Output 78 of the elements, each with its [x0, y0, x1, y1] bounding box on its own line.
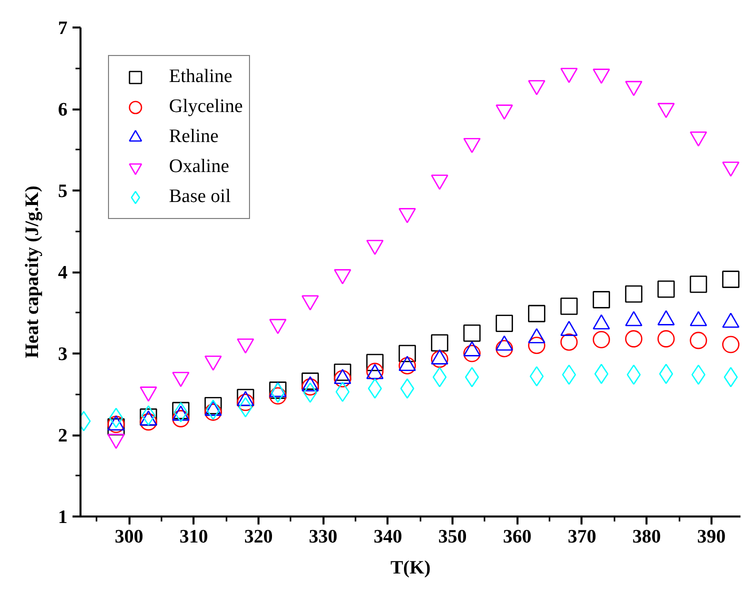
point: [463, 344, 481, 362]
y-tick-label: 7: [58, 18, 68, 39]
y-tick-label: 6: [58, 100, 68, 120]
point: [690, 131, 708, 147]
point: [722, 162, 740, 177]
point: [722, 336, 740, 354]
point: [657, 280, 675, 298]
point: [657, 330, 675, 348]
legend-label: Oxaline: [169, 155, 230, 179]
point: [625, 330, 642, 348]
point: [366, 240, 384, 255]
x-tick-label: 390: [697, 526, 726, 548]
x-tick-label: 320: [244, 526, 273, 548]
y-tick-label: 5: [58, 181, 68, 202]
legend-label: Glyceline: [169, 95, 243, 119]
x-axis-title: T(K): [390, 558, 431, 578]
legend-label: Ethaline: [169, 65, 232, 89]
y-tick-label: 4: [58, 262, 68, 284]
point: [204, 397, 222, 414]
x-tick-label: 370: [568, 526, 596, 548]
point: [528, 304, 546, 322]
point: [657, 102, 675, 118]
point: [592, 68, 610, 84]
point: [334, 370, 352, 388]
point: [691, 364, 706, 385]
x-tick-label: 360: [503, 526, 532, 548]
point: [528, 80, 546, 96]
legend-label: Reline: [169, 125, 219, 149]
point: [560, 333, 578, 351]
point: [236, 394, 254, 412]
legend-label: Base oil: [169, 185, 231, 209]
y-tick-label: 2: [58, 426, 68, 446]
point: [366, 354, 384, 372]
point: [398, 208, 416, 224]
x-tick-label: 300: [114, 526, 144, 548]
point: [592, 291, 610, 308]
point: [398, 344, 416, 362]
point: [430, 334, 448, 352]
point: [206, 400, 220, 420]
x-tick-label: 330: [308, 526, 338, 548]
point: [204, 404, 222, 421]
x-tick-label: 310: [179, 526, 208, 548]
point: [496, 314, 513, 332]
point: [172, 410, 190, 428]
point: [592, 331, 610, 348]
point: [302, 378, 319, 396]
point: [140, 413, 158, 431]
x-tick-label: 380: [632, 526, 661, 548]
point: [398, 357, 416, 374]
point: [560, 298, 578, 315]
x-tick-label: 340: [374, 526, 402, 548]
point: [625, 285, 642, 303]
point: [626, 364, 641, 385]
point: [560, 68, 578, 84]
point: [690, 332, 708, 350]
y-tick-label: 3: [58, 344, 68, 365]
point: [562, 364, 576, 385]
point: [430, 174, 448, 190]
y-axis-title: Heat capacity (J/g.K): [22, 186, 43, 358]
point: [690, 276, 708, 293]
point: [530, 366, 544, 386]
point: [496, 104, 513, 120]
point: [528, 336, 546, 354]
point: [625, 80, 642, 96]
point: [334, 269, 352, 284]
point: [496, 340, 513, 358]
point: [463, 138, 481, 154]
point: [430, 350, 448, 368]
point: [172, 402, 190, 420]
x-tick-label: 350: [438, 526, 467, 548]
point: [174, 402, 188, 422]
point: [336, 382, 350, 402]
point: [334, 364, 352, 381]
point: [302, 372, 319, 390]
y-tick-label: 1: [58, 507, 68, 528]
point: [269, 387, 287, 405]
point: [722, 270, 740, 288]
point: [463, 324, 481, 342]
